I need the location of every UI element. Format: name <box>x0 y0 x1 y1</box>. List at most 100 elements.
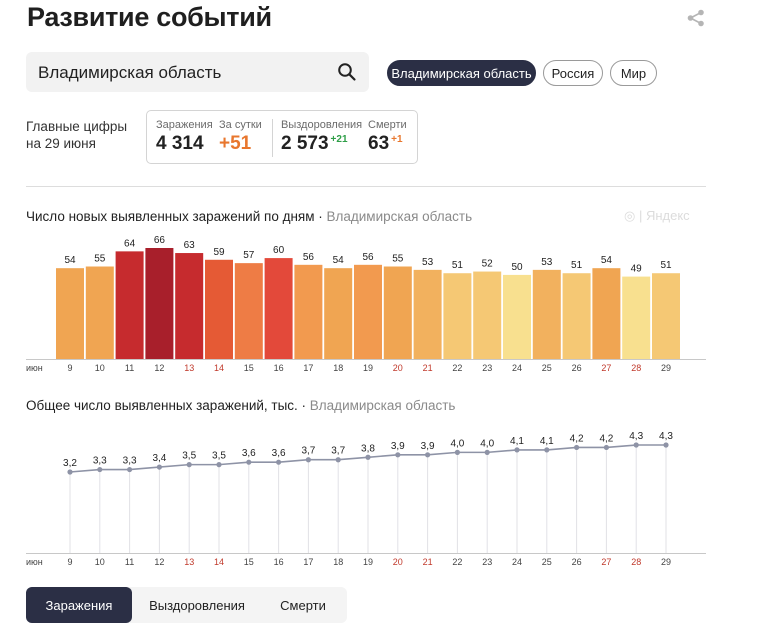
point-10 <box>97 466 103 473</box>
point-22 <box>454 449 460 455</box>
point-label-29: 4,3 <box>659 431 673 442</box>
stat-deaths-value: 63 <box>368 133 390 154</box>
bar-19 <box>354 264 382 359</box>
x-tick-14: 14 <box>214 557 224 567</box>
x-tick-10: 10 <box>95 363 105 373</box>
x-tick-18: 18 <box>333 363 343 373</box>
bar-27 <box>592 268 621 359</box>
x-tick-19: 19 <box>363 363 373 373</box>
x-tick-20: 20 <box>393 557 403 567</box>
share-icon[interactable] <box>686 9 706 27</box>
x-tick-13: 13 <box>184 557 194 567</box>
x-tick-24: 24 <box>512 557 522 567</box>
x-tick-20: 20 <box>393 363 403 373</box>
x-tick-25: 25 <box>542 557 552 567</box>
bar-label-12: 66 <box>154 235 166 246</box>
daily-chart-title: Число новых выявленных заражений по дням… <box>26 209 473 224</box>
bar-label-29: 51 <box>660 260 672 271</box>
bar-label-18: 54 <box>333 255 345 266</box>
x-tick-12: 12 <box>154 363 164 373</box>
point-label-23: 4,0 <box>480 438 494 449</box>
point-24 <box>514 447 520 453</box>
stat-daily-label: За сутки <box>219 119 262 131</box>
stat-daily: За сутки +51 <box>219 119 262 155</box>
stat-recovered-value: 2 573 <box>281 133 329 154</box>
x-tick-28: 28 <box>631 363 641 373</box>
summary-date: на 29 июня <box>26 136 96 151</box>
bar-label-27: 54 <box>601 255 613 266</box>
point-26 <box>574 444 580 451</box>
point-label-17: 3,7 <box>301 446 315 457</box>
point-14 <box>216 462 222 468</box>
x-tick-29: 29 <box>661 363 671 373</box>
tab-recoveries[interactable]: Выздоровления <box>149 597 245 613</box>
search-icon[interactable] <box>337 62 357 82</box>
bar-17 <box>294 264 323 359</box>
bar-26 <box>562 273 591 359</box>
bar-label-24: 50 <box>511 262 523 273</box>
point-23 <box>484 449 490 455</box>
bar-21 <box>413 269 442 359</box>
point-label-25: 4,1 <box>540 436 554 447</box>
x-tick-15: 15 <box>244 363 254 373</box>
point-label-20: 3,9 <box>391 441 405 452</box>
x-tick-11: 11 <box>125 363 134 373</box>
summary-label-line1: Главные цифры <box>26 119 128 134</box>
x-tick-10: 10 <box>95 557 105 567</box>
bar-13 <box>175 253 204 359</box>
point-label-26: 4,2 <box>570 433 584 444</box>
point-label-12: 3,4 <box>152 453 166 464</box>
search-input[interactable] <box>36 52 330 94</box>
bar-12 <box>145 248 174 359</box>
point-16 <box>276 459 282 465</box>
page-title: Развитие событий <box>27 2 272 32</box>
bar-label-15: 57 <box>243 250 255 261</box>
tab-infections[interactable]: Заражения <box>26 587 132 623</box>
region-pill-world[interactable]: Мир <box>610 60 657 86</box>
x-tick-22: 22 <box>452 363 462 373</box>
point-28 <box>633 442 639 448</box>
x-tick-21: 21 <box>423 557 433 567</box>
stat-recovered-line: 2 573 +21 <box>281 133 362 155</box>
bar-14 <box>205 259 233 359</box>
bar-label-19: 56 <box>362 252 374 263</box>
bar-label-28: 49 <box>631 264 643 275</box>
x-axis-prefix: июн <box>26 363 43 373</box>
bar-label-16: 60 <box>273 245 285 256</box>
point-label-15: 3,6 <box>242 448 256 459</box>
point-19 <box>365 454 371 460</box>
bar-9 <box>56 268 84 359</box>
bar-11 <box>115 251 144 359</box>
point-label-21: 3,9 <box>421 441 435 452</box>
stat-deaths: Смерти 63 +1 <box>368 119 407 155</box>
section-divider <box>26 186 706 187</box>
x-tick-9: 9 <box>67 363 72 373</box>
tab-deaths[interactable]: Смерти <box>280 597 326 613</box>
stat-infections-value: 4 314 <box>156 133 204 154</box>
x-tick-22: 22 <box>452 557 462 567</box>
region-pill-russia[interactable]: Россия <box>543 60 603 86</box>
summary-label: Главные цифры на 29 июня <box>26 118 127 152</box>
x-tick-17: 17 <box>303 363 313 373</box>
x-tick-11: 11 <box>125 557 134 567</box>
x-tick-28: 28 <box>631 557 641 567</box>
region-pill-vladimir[interactable]: Владимирская область <box>387 60 536 86</box>
bar-label-22: 51 <box>452 260 464 271</box>
daily-chart-subtitle: Владимирская область <box>326 209 473 224</box>
bar-label-14: 59 <box>213 247 225 258</box>
x-tick-25: 25 <box>542 363 552 373</box>
point-27 <box>603 444 610 451</box>
point-label-9: 3,2 <box>63 458 77 469</box>
x-tick-23: 23 <box>482 557 492 567</box>
bar-28 <box>622 276 651 359</box>
stat-infections: Заражения 4 314 <box>156 119 213 155</box>
stat-deaths-delta: +1 <box>391 134 403 145</box>
x-tick-9: 9 <box>67 557 72 567</box>
stat-recovered-delta: +21 <box>330 134 348 145</box>
stat-recovered-label: Выздоровления <box>281 119 363 131</box>
x-tick-13: 13 <box>184 363 194 373</box>
x-tick-16: 16 <box>274 363 284 373</box>
point-20 <box>395 452 401 458</box>
point-11 <box>127 466 133 473</box>
stat-recovered: Выздоровления 2 573 +21 <box>281 119 362 155</box>
